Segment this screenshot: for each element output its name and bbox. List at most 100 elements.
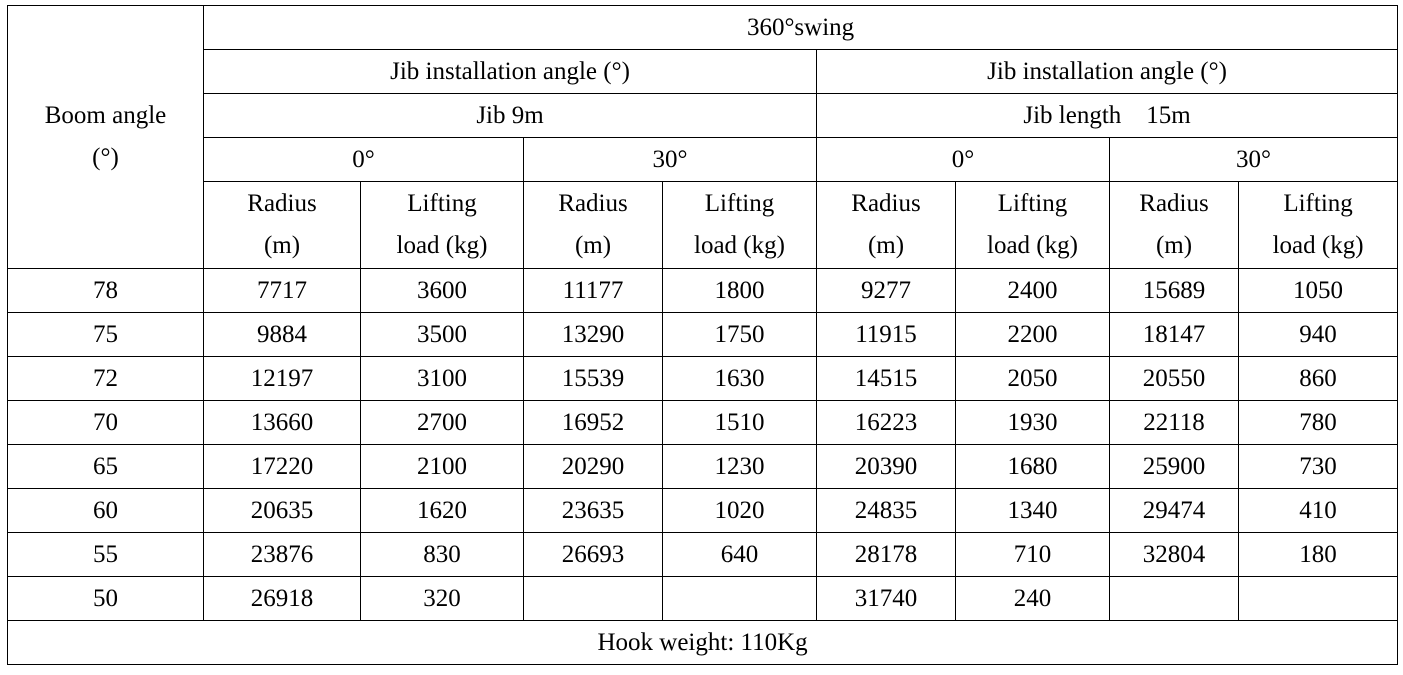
lifting-load-label: Lifting — [1283, 190, 1353, 217]
table-cell: 780 — [1237, 400, 1399, 445]
table-cell: 14515 — [816, 356, 956, 401]
radius-label: Radius — [558, 190, 628, 217]
table-cell: 1050 — [1237, 268, 1399, 313]
lifting-load-header: Lifting load (kg) — [955, 181, 1110, 269]
boom-angle-cell: 50 — [7, 576, 204, 621]
lifting-load-label: Lifting — [407, 190, 477, 217]
lifting-load-label: Lifting — [997, 190, 1068, 217]
radius-unit: (m) — [574, 232, 612, 259]
swing-header: 360°swing — [202, 5, 1399, 50]
table-cell: 1930 — [955, 400, 1110, 445]
lifting-load-header: Lifting load (kg) — [662, 181, 817, 269]
boom-angle-cell: 60 — [7, 488, 204, 533]
table-row: 70 13660 2700 16952 1510 16223 1930 22118 780 — [7, 400, 1399, 445]
header-row-jib-length: Jib 9m Jib length 15m — [8, 93, 1399, 138]
table-cell: 1020 — [662, 488, 817, 533]
table-cell: 28178 — [816, 532, 956, 577]
table-row: 65 17220 2100 20290 1230 20390 1680 25900 730 — [7, 444, 1399, 489]
angle-header-2: 30° — [523, 137, 817, 182]
table-cell: 1620 — [360, 488, 524, 533]
table-cell: 12197 — [203, 356, 361, 401]
table-cell: 830 — [360, 532, 524, 577]
table-cell: 3500 — [360, 312, 524, 357]
table-cell: 1680 — [955, 444, 1110, 489]
table-cell: 9277 — [816, 268, 956, 313]
table-cell: 860 — [1237, 356, 1399, 401]
table-cell — [1237, 576, 1399, 621]
table-cell: 2050 — [955, 356, 1110, 401]
lifting-load-unit: load (kg) — [694, 232, 785, 259]
table-cell: 940 — [1237, 312, 1399, 357]
table-row: 78 7717 3600 11177 1800 9277 2400 15689 1050 — [7, 268, 1399, 313]
table-row: 55 23876 830 26693 640 28178 710 32804 180 — [7, 532, 1399, 577]
radius-label: Radius — [1139, 190, 1209, 217]
table-cell: 23635 — [523, 488, 663, 533]
angle-header-4: 30° — [1108, 137, 1399, 182]
table-cell: 22118 — [1109, 400, 1239, 445]
lifting-load-header: Lifting load (kg) — [360, 181, 524, 269]
radius-label: Radius — [247, 190, 317, 217]
header-row-columns: Radius (m) Lifting load (kg) Radius (m) Lif… — [8, 181, 1399, 269]
boom-angle-header-line-1: Boom angle — [44, 102, 167, 129]
header-row-swing: Boom angle (°) 360°swing — [7, 5, 1399, 269]
jib-installation-angle-right: Jib installation angle (°) — [815, 49, 1399, 94]
table-cell: 410 — [1237, 488, 1399, 533]
boom-angle-cell: 72 — [7, 356, 204, 401]
angle-header-1: 0° — [203, 137, 524, 182]
table-cell: 25900 — [1109, 444, 1239, 489]
angle-header-3: 0° — [816, 137, 1110, 182]
table-cell — [1109, 576, 1239, 621]
lifting-load-table: Boom angle (°) 360°swing Jib installatio… — [6, 5, 1399, 665]
table-cell: 24835 — [816, 488, 956, 533]
boom-angle-cell: 70 — [7, 400, 204, 445]
lifting-load-unit: load (kg) — [987, 232, 1078, 259]
radius-header: Radius (m) — [1109, 181, 1239, 269]
table-cell: 2100 — [360, 444, 524, 489]
boom-angle-header: Boom angle (°) — [7, 5, 204, 269]
radius-unit: (m) — [1155, 232, 1193, 259]
table-row: 75 9884 3500 13290 1750 11915 2200 18147 940 — [7, 312, 1399, 357]
table-cell: 23876 — [203, 532, 361, 577]
hook-weight: Hook weight: 110Kg — [6, 620, 1399, 665]
radius-unit: (m) — [263, 232, 301, 259]
table-cell: 15689 — [1109, 268, 1239, 313]
footer-row: Hook weight: 110Kg — [6, 620, 1399, 665]
lifting-load-header: Lifting load (kg) — [1237, 181, 1399, 269]
table-row: 72 12197 3100 15539 1630 14515 2050 20550 860 — [7, 356, 1399, 401]
table-cell: 18147 — [1109, 312, 1239, 357]
table-cell: 180 — [1237, 532, 1399, 577]
table-cell: 1510 — [662, 400, 817, 445]
table-cell: 32804 — [1109, 532, 1239, 577]
table-cell: 9884 — [203, 312, 361, 357]
radius-unit: (m) — [867, 232, 905, 259]
radius-label: Radius — [851, 190, 921, 217]
boom-angle-cell: 75 — [7, 312, 204, 357]
lifting-load-unit: load (kg) — [396, 232, 488, 259]
header-row-angles: 0° 30° 0° 30° — [8, 137, 1399, 182]
table-cell: 15539 — [523, 356, 663, 401]
table-cell: 1800 — [662, 268, 817, 313]
table-cell: 3100 — [360, 356, 524, 401]
table-cell: 1630 — [662, 356, 817, 401]
jib-length-right: Jib length 15m — [815, 93, 1399, 138]
table-cell: 29474 — [1109, 488, 1239, 533]
table-cell: 2700 — [360, 400, 524, 445]
header-row-installation-angle: Jib installation angle (°) Jib installat… — [8, 49, 1399, 94]
boom-angle-cell: 78 — [7, 268, 204, 313]
jib-length-left: Jib 9m — [203, 93, 817, 138]
table-cell — [523, 576, 663, 621]
radius-header: Radius (m) — [816, 181, 956, 269]
table-cell — [662, 576, 817, 621]
radius-header: Radius (m) — [523, 181, 663, 269]
lifting-load-unit: load (kg) — [1272, 232, 1364, 259]
jib-installation-angle-left: Jib installation angle (°) — [203, 49, 817, 94]
table-cell: 1230 — [662, 444, 817, 489]
table-cell: 26918 — [203, 576, 361, 621]
table-cell: 13660 — [203, 400, 361, 445]
table-cell: 17220 — [203, 444, 361, 489]
table-cell: 13290 — [523, 312, 663, 357]
lifting-load-label: Lifting — [704, 190, 775, 217]
boom-angle-cell: 55 — [7, 532, 204, 577]
table-cell: 16223 — [816, 400, 956, 445]
table-cell: 1340 — [955, 488, 1110, 533]
